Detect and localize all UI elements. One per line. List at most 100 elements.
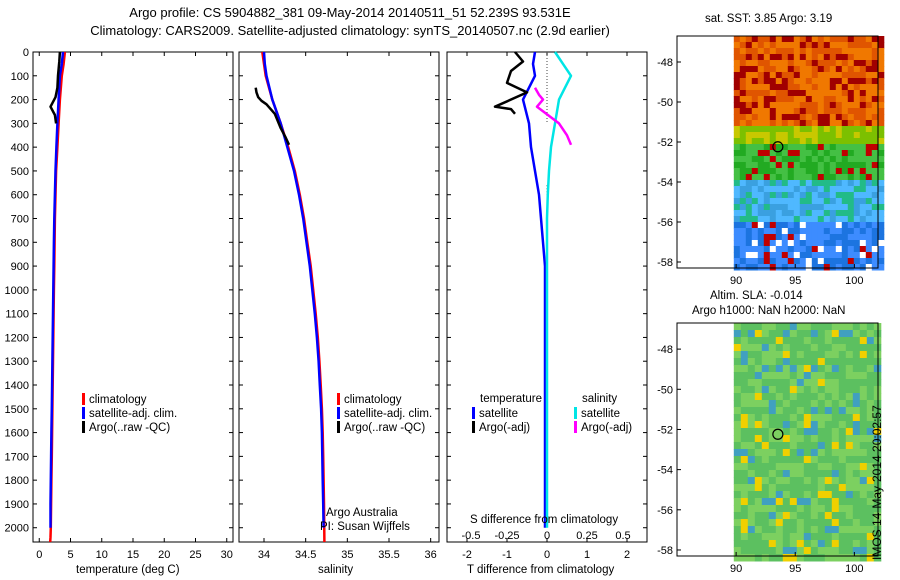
sla-map-cell	[852, 498, 861, 506]
sla-map-cell	[782, 393, 791, 401]
sst-map-cell	[805, 246, 813, 253]
sst-map-cell	[781, 240, 789, 247]
sst-map-cell	[805, 72, 813, 79]
sla-map-cell	[824, 484, 833, 492]
sla-map-cell	[768, 498, 777, 506]
sst-map-cell	[739, 48, 747, 55]
sla-map-cell	[747, 407, 756, 415]
sst-map-cell	[853, 210, 861, 217]
sla-map-cell	[824, 463, 833, 471]
sst-map-cell	[751, 162, 759, 169]
sst-map-cell	[811, 54, 819, 61]
legend-swatch-argo	[337, 421, 340, 433]
sla-map-cell	[859, 484, 868, 492]
sst-map-title: sat. SST: 3.85 Argo: 3.19	[705, 13, 833, 25]
sla-map-cell	[810, 365, 819, 373]
sst-map-cell	[769, 186, 777, 193]
sla-map-cell	[740, 407, 749, 415]
sst-map-cell	[859, 174, 867, 181]
sla-map-cell	[838, 372, 847, 380]
sst-map-cell	[751, 102, 759, 109]
sla-map-cell	[782, 337, 791, 345]
temperature-xtick-label: 10	[96, 549, 108, 561]
sla-map-cell	[852, 540, 861, 548]
sla-map-cell	[796, 372, 805, 380]
sla-map-cell	[761, 456, 770, 464]
sla-map-cell	[754, 484, 763, 492]
sst-map-cell	[871, 78, 879, 85]
sla-map-cell	[803, 435, 812, 443]
sst-map-cell	[805, 234, 813, 241]
sst-map-cell	[751, 108, 759, 115]
sla-map-cell	[782, 505, 791, 513]
sla-map-cell	[754, 533, 763, 541]
sst-map-cell	[865, 66, 873, 73]
sst-map-cell	[853, 138, 861, 145]
salinity-xtick-label: 36	[425, 549, 437, 561]
sst-map-cell	[775, 186, 783, 193]
sst-map-cell	[823, 264, 831, 271]
sst-map-cell	[775, 54, 783, 61]
sst-map-cell	[739, 156, 747, 163]
sst-map-cell	[877, 132, 885, 139]
sst-map-cell	[739, 126, 747, 133]
sst-map-cell	[769, 264, 777, 271]
sst-map-cell	[847, 54, 855, 61]
sst-map-cell	[817, 102, 825, 109]
sst-map-cell	[865, 222, 873, 229]
sla-map-cell	[810, 407, 819, 415]
difference-series-sal_satellite	[545, 51, 573, 528]
sst-map-cell	[769, 222, 777, 229]
sla-map-cell	[852, 421, 861, 429]
sst-map-cell	[847, 60, 855, 67]
sst-map-cell	[751, 126, 759, 133]
sst-map-cell	[769, 150, 777, 157]
sst-map-cell	[787, 132, 795, 139]
sla-map-cell	[754, 323, 763, 331]
sst-map-cell	[775, 192, 783, 199]
sst-map-cell	[823, 180, 831, 187]
sla-map-cell	[733, 435, 742, 443]
sst-map-cell	[871, 168, 879, 175]
sla-map-cell	[789, 330, 798, 338]
sst-map-cell	[871, 150, 879, 157]
sla-map-cell	[803, 365, 812, 373]
sst-map-cell	[877, 150, 885, 157]
sst-map-xtick-label: 90	[730, 275, 742, 287]
sst-map-cell	[769, 240, 777, 247]
sst-map-cell	[769, 120, 777, 127]
sst-map-cell	[835, 138, 843, 145]
sst-map-cell	[877, 84, 885, 91]
sst-map-cell	[793, 186, 801, 193]
sst-map-frame	[676, 35, 879, 269]
sst-map-cell	[811, 192, 819, 199]
sst-map-cell	[793, 234, 801, 241]
sst-map-cell	[781, 198, 789, 205]
sst-map-cell	[847, 264, 855, 271]
sla-map-cell	[831, 519, 840, 527]
sst-map-cell	[751, 90, 759, 97]
sst-map-cell	[853, 42, 861, 49]
sla-map-cell	[845, 498, 854, 506]
sst-map-cell	[811, 210, 819, 217]
sla-map-cell	[747, 386, 756, 394]
sst-map-cell	[841, 162, 849, 169]
sst-map-cell	[823, 126, 831, 133]
sla-map-cell	[796, 456, 805, 464]
sst-map-cell	[841, 42, 849, 49]
sst-map-cell	[787, 168, 795, 175]
sst-map-cell	[817, 108, 825, 115]
sla-map-cell	[817, 519, 826, 527]
sla-map-cell	[838, 519, 847, 527]
sst-map-cell	[811, 156, 819, 163]
sla-map-cell	[845, 400, 854, 408]
sla-map-xtick-label: 100	[845, 563, 863, 575]
sla-map-cell	[803, 484, 812, 492]
sla-map-cell	[768, 358, 777, 366]
sst-map-cell	[787, 150, 795, 157]
sla-map-cell	[782, 379, 791, 387]
sst-map-cell	[769, 162, 777, 169]
sla-map-cell	[852, 512, 861, 520]
sla-map-cell	[859, 463, 868, 471]
